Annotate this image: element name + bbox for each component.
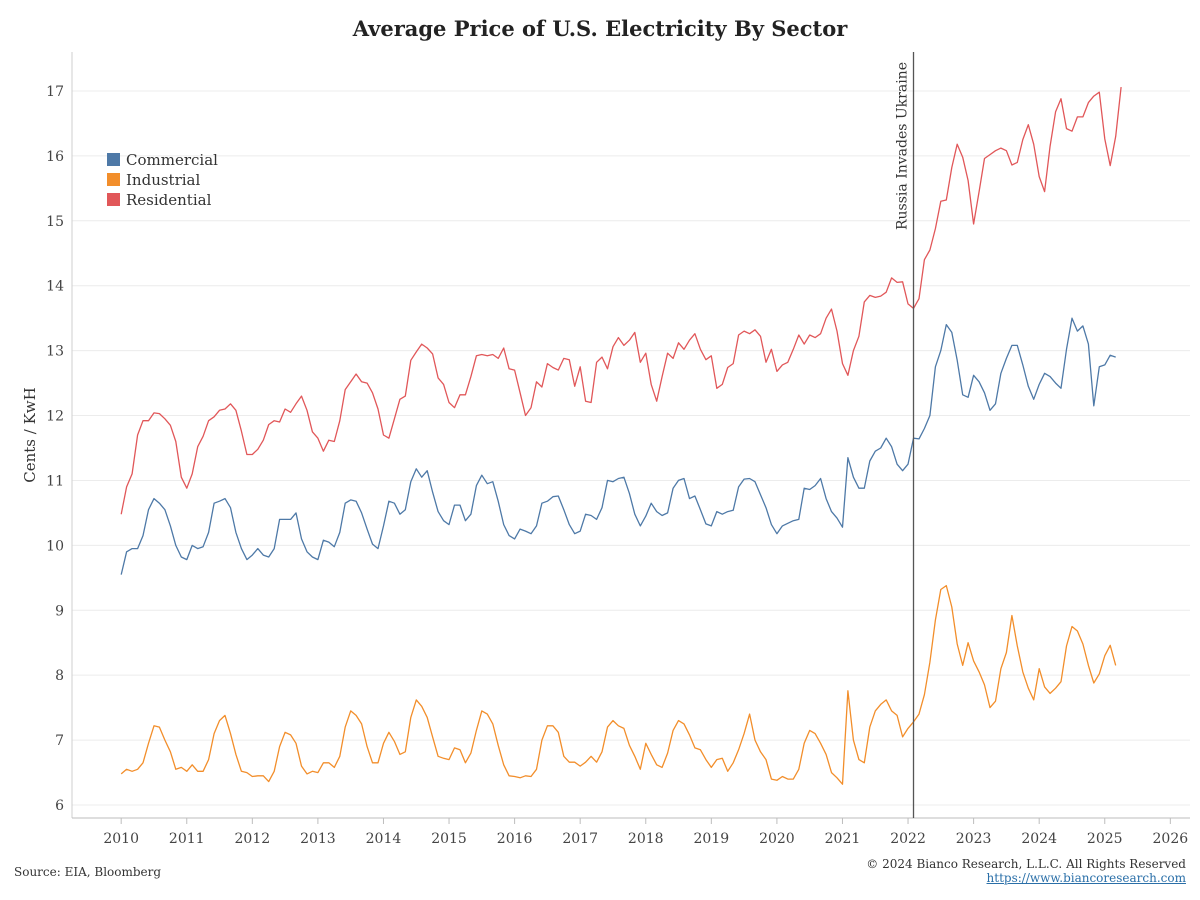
y-tick-label: 12	[46, 409, 64, 425]
y-tick-label: 6	[55, 798, 64, 814]
y-tick-label: 15	[46, 214, 64, 230]
x-tick-label: 2026	[1153, 831, 1189, 847]
series-line-commercial	[120, 317, 1116, 575]
y-tick-label: 7	[55, 733, 64, 749]
y-tick-label: 8	[55, 668, 64, 684]
y-axis-title: Cents / KwH	[21, 387, 39, 482]
grid	[72, 90, 1190, 806]
x-tick-label: 2016	[497, 831, 533, 847]
legend-swatch-residential	[107, 193, 120, 206]
website-link[interactable]: https://www.biancoresearch.com	[986, 871, 1186, 885]
legend-label-industrial: Industrial	[126, 171, 200, 189]
x-tick-label: 2024	[1021, 831, 1057, 847]
annotation: Russia Invades Ukraine	[895, 52, 915, 818]
source-note: Source: EIA, Bloomberg	[14, 865, 162, 879]
axes: 6 7 8 9 10 11 12 13 14 15 16 17 2010 2011 2012 2013 2014…	[21, 52, 1190, 847]
x-tick-label: 2017	[562, 831, 598, 847]
x-tick-label: 2014	[366, 831, 402, 847]
y-tick-label: 11	[46, 473, 64, 489]
series-line-industrial	[120, 584, 1117, 785]
y-tick-label: 17	[46, 84, 64, 100]
legend-label-residential: Residential	[126, 191, 212, 209]
legend-label-commercial: Commercial	[126, 151, 218, 169]
x-tick-label: 2015	[431, 831, 467, 847]
y-tick-label: 9	[55, 603, 64, 619]
y-tick-label: 13	[46, 344, 64, 360]
copyright-text: © 2024 Bianco Research, L.L.C. All Right…	[866, 857, 1186, 871]
legend: Commercial Industrial Residential	[107, 151, 218, 209]
x-tick-label: 2021	[825, 831, 861, 847]
x-tick-label: 2011	[169, 831, 205, 847]
legend-swatch-industrial	[107, 173, 120, 186]
x-tick-label: 2019	[694, 831, 730, 847]
x-tick-label: 2013	[300, 831, 336, 847]
x-tick-label: 2022	[890, 831, 926, 847]
x-tick-label: 2020	[759, 831, 795, 847]
y-tick-label: 14	[46, 279, 64, 295]
copyright-block: © 2024 Bianco Research, L.L.C. All Right…	[866, 857, 1186, 885]
series-line-residential	[120, 87, 1122, 515]
y-tick-label: 16	[46, 149, 64, 165]
event-label: Russia Invades Ukraine	[895, 62, 911, 230]
x-tick-label: 2012	[235, 831, 271, 847]
x-tick-label: 2025	[1087, 831, 1123, 847]
x-tick-label: 2018	[628, 831, 664, 847]
y-tick-label: 10	[46, 538, 64, 554]
x-tick-label: 2010	[103, 831, 139, 847]
series-lines	[120, 87, 1122, 785]
x-tick-label: 2023	[956, 831, 992, 847]
chart-title: Average Price of U.S. Electricity By Sec…	[352, 16, 848, 41]
legend-swatch-commercial	[107, 153, 120, 166]
